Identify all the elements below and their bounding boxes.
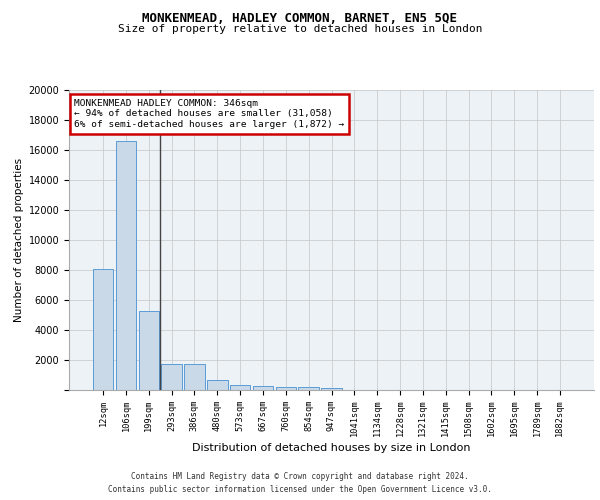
Bar	[321, 388, 342, 390]
Text: Contains HM Land Registry data © Crown copyright and database right 2024.
Contai: Contains HM Land Registry data © Crown c…	[108, 472, 492, 494]
Text: MONKENMEAD, HADLEY COMMON, BARNET, EN5 5QE: MONKENMEAD, HADLEY COMMON, BARNET, EN5 5…	[143, 12, 458, 26]
Bar	[139, 310, 159, 390]
Bar	[275, 386, 296, 390]
Text: MONKENMEAD HADLEY COMMON: 346sqm
← 94% of detached houses are smaller (31,058)
6: MONKENMEAD HADLEY COMMON: 346sqm ← 94% o…	[74, 99, 344, 129]
Bar	[184, 364, 205, 390]
Bar	[253, 386, 273, 390]
Bar	[230, 385, 250, 390]
Bar	[116, 141, 136, 390]
Bar	[161, 364, 182, 390]
X-axis label: Distribution of detached houses by size in London: Distribution of detached houses by size …	[192, 444, 471, 454]
Bar	[93, 268, 113, 390]
Y-axis label: Number of detached properties: Number of detached properties	[14, 158, 25, 322]
Bar	[207, 380, 227, 390]
Bar	[298, 387, 319, 390]
Text: Size of property relative to detached houses in London: Size of property relative to detached ho…	[118, 24, 482, 34]
